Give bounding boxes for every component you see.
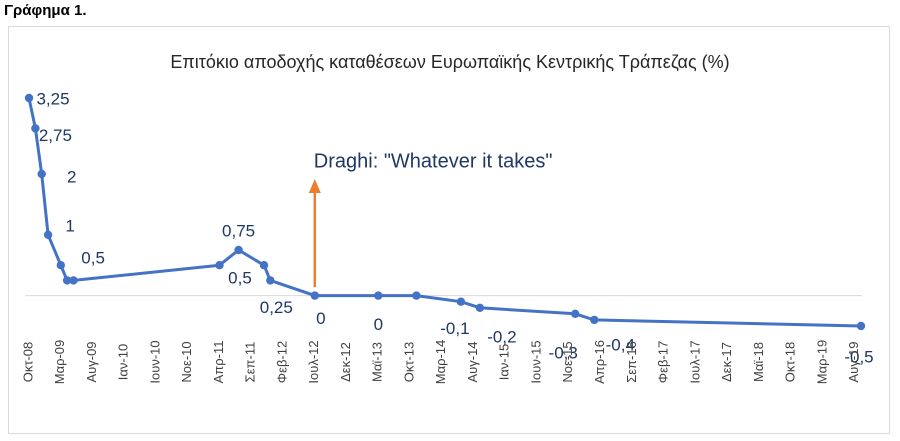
series-line [27,96,863,328]
data-label: 0,5 [81,249,105,268]
x-tick-label: Ιαν-15 [497,344,512,380]
data-label: 3,25 [36,89,69,108]
figure-label: Γράφημα 1. [4,2,87,19]
x-tick-label: Αυγ-14 [465,341,480,382]
x-tick-label: Νοε-10 [179,341,194,382]
x-tick-label: Νοε-15 [560,341,575,382]
data-point [310,291,319,300]
data-point [456,297,466,306]
data-point [56,261,65,270]
chart-title: Επιτόκιο αποδοχής καταθέσεων Ευρωπαϊκής … [170,52,729,72]
data-point [266,276,275,285]
data-label: -0,3 [549,343,578,362]
chart-frame [8,26,890,434]
x-tick-label: Μαρ-14 [433,340,448,385]
x-tick-label: Ιαν-10 [116,344,131,380]
x-tick-label: Οκτ-18 [783,342,798,383]
data-label: 0,5 [228,269,252,288]
data-point [69,276,78,285]
data-point [234,245,243,255]
data-label: -0,4 [606,335,635,354]
data-point [856,321,866,331]
data-label: 2 [67,167,76,186]
x-tick-label: Οκτ-13 [402,342,417,383]
data-point [31,124,40,133]
x-tick-label: Μαρ-19 [814,340,829,385]
annotation-text: Draghi: "Whatever it takes" [314,150,553,172]
data-point [43,230,53,239]
data-label: 0,25 [260,298,293,317]
data-label: -0,1 [440,319,469,338]
data-label-layer: 3,25 2,75 2 1 0,5 0,75 0,5 0,25 0 0 -0,1 -0,2 -0,3 -0… [36,89,873,366]
data-point [475,303,485,312]
data-point [412,291,421,300]
series-layer [24,93,866,331]
x-tick-labels: Οκτ-08 Μαρ-09 Αυγ-09 Ιαν-10 Ιουν-10 Νοε-10 Απρ… [20,340,861,385]
x-tick-label: Σεπ-16 [624,341,639,383]
x-tick-label: Φεβ-12 [274,341,289,383]
data-point [62,276,72,285]
x-tick-label: Δεκ-12 [338,342,353,382]
data-point [24,93,34,103]
x-tick-label: Οκτ-08 [20,342,35,383]
data-label: -0,2 [487,327,516,346]
x-tick-label: Ιουν-15 [529,340,544,383]
data-label: -0,5 [844,347,873,366]
x-tick-label: Σεπ-11 [243,342,258,383]
annotation-arrow-head [308,179,321,193]
x-tick-label: Απρ-11 [211,341,226,384]
x-tick-label: Ιουν-10 [147,340,162,383]
x-tick-label: Μαϊ-13 [370,342,385,382]
x-tick-label: Μαϊ-18 [751,342,766,382]
data-point [374,291,383,300]
data-point [37,169,46,179]
x-tick-label: Αυγ-19 [846,341,861,382]
x-tick-label: Μαρ-09 [52,340,67,385]
data-point [571,309,580,318]
data-point [590,315,599,325]
data-point [215,261,224,270]
data-label: 0,75 [222,221,255,240]
x-tick-label: Απρ-16 [592,340,607,384]
x-tick-label: Φεβ-17 [656,341,671,383]
data-label: 2,75 [39,126,72,145]
x-tick-label: Δεκ-17 [719,342,734,382]
x-tick-label: Ιουλ-17 [687,340,702,383]
x-tick-label: Ιουλ-12 [306,340,321,383]
x-tick-label: Αυγ-09 [84,341,99,382]
data-label: 0 [374,315,383,334]
data-label: 0 [316,309,325,328]
data-point [259,261,269,270]
annotation-layer: Draghi: "Whatever it takes" [308,150,553,287]
data-label: 1 [65,216,74,235]
